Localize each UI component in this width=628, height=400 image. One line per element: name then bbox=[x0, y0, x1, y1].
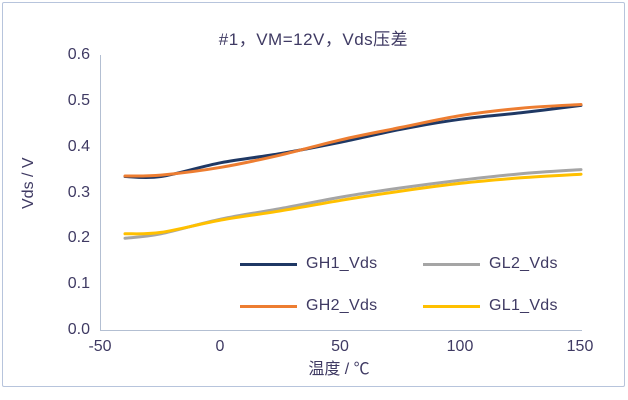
y-axis-title: Vds / V bbox=[20, 157, 37, 209]
legend-label: GL2_Vds bbox=[489, 255, 558, 272]
series-line-GH2_Vds bbox=[123, 103, 583, 178]
x-tick-label: 100 bbox=[446, 338, 474, 355]
y-tick-label: 0.6 bbox=[67, 46, 90, 63]
series-line-GL1_Vds bbox=[123, 172, 583, 236]
chart-frame: #1，VM=12V，Vds压差 0.0 0.1 0.2 0.3 0.4 0.5 0.6 -5… bbox=[2, 2, 625, 387]
y-tick-label: 0.5 bbox=[67, 91, 90, 109]
legend-item-GL1_Vds: GL1_Vds bbox=[423, 297, 573, 315]
legend-item-GL2_Vds: GL2_Vds bbox=[423, 255, 573, 273]
y-tick-label: 0.3 bbox=[67, 183, 90, 201]
x-axis-title: 温度 / ℃ bbox=[308, 361, 370, 378]
legend-line-swatch bbox=[240, 304, 297, 308]
x-tick-label: 50 bbox=[331, 338, 349, 355]
legend-line-swatch bbox=[423, 262, 480, 266]
line-chart-canvas bbox=[123, 103, 583, 240]
legend-item-GH2_Vds: GH2_Vds bbox=[240, 297, 423, 315]
legend-line-swatch bbox=[423, 304, 480, 308]
x-tick-label: 0 bbox=[215, 338, 225, 355]
chart-legend: GH1_Vds GL2_Vds GH2_Vds GL1_Vds bbox=[240, 255, 570, 315]
plot-area bbox=[100, 55, 583, 331]
chart-title: #1，VM=12V，Vds压差 bbox=[218, 30, 409, 49]
legend-line-swatch bbox=[240, 262, 297, 266]
y-tick-label: 0.0 bbox=[67, 321, 90, 338]
series-line-GH1_Vds bbox=[123, 103, 583, 180]
x-tick-label: -50 bbox=[88, 338, 112, 355]
y-tick-label: 0.1 bbox=[67, 275, 90, 293]
legend-item-GH1_Vds: GH1_Vds bbox=[240, 255, 423, 273]
y-tick-label: 0.2 bbox=[67, 229, 90, 247]
y-tick-label: 0.4 bbox=[67, 137, 90, 155]
x-tick-label: 150 bbox=[566, 338, 594, 355]
legend-label: GH1_Vds bbox=[306, 255, 378, 272]
legend-label: GL1_Vds bbox=[489, 297, 558, 314]
legend-label: GH2_Vds bbox=[306, 297, 378, 314]
